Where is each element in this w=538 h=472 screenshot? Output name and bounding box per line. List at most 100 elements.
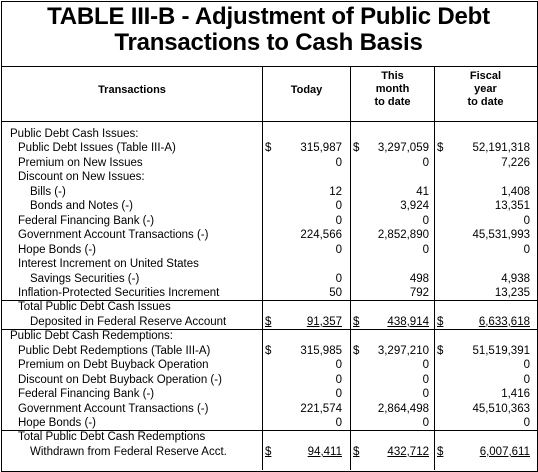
section-rule — [1, 329, 537, 331]
row-label: Interest Increment on United States — [18, 258, 199, 271]
cell-fiscal: 51,519,391 — [472, 344, 530, 357]
cell-today: 0 — [335, 200, 342, 213]
cell-today: 94,411 — [307, 445, 342, 458]
cell-fiscal: 1,408 — [501, 185, 530, 198]
header-bottom-rule — [1, 121, 537, 122]
cell-today: 315,985 — [300, 344, 342, 357]
row-label: Premium on New Issues — [18, 156, 143, 169]
cell-today: 224,566 — [300, 229, 342, 242]
cell-fiscal: 7,226 — [501, 156, 530, 169]
cell-today: 50 — [329, 286, 342, 299]
cell-today: 91,357 — [306, 315, 342, 328]
row-label: Discount on Debt Buyback Operation (-) — [18, 373, 222, 386]
dollar-sign: $ — [437, 445, 444, 458]
row-label: Bills (-) — [30, 185, 66, 198]
header-fiscal: Fiscal year to date — [467, 70, 504, 108]
cell-month: 438,914 — [387, 315, 429, 328]
cell-month: 498 — [409, 272, 429, 285]
title-line-1: TABLE III-B - Adjustment of Public Debt — [47, 3, 490, 30]
cell-today: 0 — [335, 359, 342, 372]
cell-month: 3,297,059 — [377, 142, 429, 155]
cell-today: 315,987 — [300, 142, 342, 155]
row-label: Government Account Transactions (-) — [18, 229, 209, 242]
title-line-2: Transactions to Cash Basis — [114, 29, 423, 56]
row-label: Total Public Debt Cash Redemptions — [18, 431, 206, 444]
section-rule — [1, 300, 537, 302]
cell-month: 41 — [416, 185, 429, 198]
header-today: Today — [290, 84, 323, 96]
cell-today: 0 — [335, 373, 342, 386]
row-label: Hope Bonds (-) — [18, 243, 96, 256]
dollar-sign: $ — [265, 142, 272, 155]
row-label: Discount on New Issues: — [18, 171, 145, 184]
cell-fiscal: 13,351 — [494, 200, 530, 213]
section-rule — [1, 430, 537, 432]
cell-today: 221,574 — [300, 402, 342, 415]
row-label: Public Debt Cash Issues: — [10, 128, 139, 140]
dollar-sign: $ — [437, 344, 444, 357]
cell-month: 0 — [422, 243, 429, 256]
cell-fiscal: 45,531,993 — [472, 229, 530, 242]
cell-today: 0 — [335, 156, 342, 169]
dollar-sign: $ — [265, 344, 272, 357]
cell-month: 2,852,890 — [377, 229, 429, 242]
col-divider-1 — [262, 67, 263, 470]
col-divider-2 — [350, 67, 351, 470]
col-divider-3 — [434, 67, 435, 470]
row-label: Public Debt Cash Redemptions: — [10, 330, 173, 343]
cell-fiscal: 0 — [523, 373, 530, 386]
table-title: TABLE III-B - Adjustment of Public Debt … — [0, 4, 537, 56]
dollar-sign: $ — [437, 142, 444, 155]
dollar-sign: $ — [437, 315, 444, 328]
cell-month: 0 — [422, 359, 429, 372]
cell-month: 0 — [422, 417, 429, 429]
dollar-sign: $ — [353, 315, 360, 328]
row-label: Hope Bonds (-) — [18, 417, 96, 429]
row-label: Premium on Debt Buyback Operation — [18, 359, 209, 372]
cell-fiscal: 4,938 — [501, 272, 530, 285]
header-top-rule — [1, 66, 537, 67]
row-label: Withdrawn from Federal Reserve Acct. — [30, 445, 227, 458]
row-label: Federal Financing Bank (-) — [18, 388, 155, 401]
cell-fiscal: 0 — [523, 417, 530, 429]
row-label: Deposited in Federal Reserve Account — [30, 315, 227, 328]
cell-fiscal: 0 — [523, 359, 530, 372]
cell-month: 0 — [422, 373, 429, 386]
cell-month: 3,924 — [400, 200, 429, 213]
cell-month: 0 — [422, 388, 429, 401]
cell-month: 0 — [422, 156, 429, 169]
row-label: Federal Financing Bank (-) — [18, 214, 155, 227]
cell-today: 0 — [335, 272, 342, 285]
cell-today: 0 — [335, 214, 342, 227]
cell-fiscal: 13,235 — [494, 286, 530, 299]
row-label: Bonds and Notes (-) — [30, 200, 133, 213]
cell-fiscal: 52,191,318 — [472, 142, 530, 155]
cell-month: 432,712 — [387, 445, 429, 458]
cell-month: 2,864,498 — [377, 402, 429, 415]
cell-today: 0 — [335, 417, 342, 429]
header-month: This month to date — [374, 70, 411, 108]
cell-month: 0 — [422, 214, 429, 227]
cell-fiscal: 6,007,611 — [479, 445, 530, 458]
cell-today: 0 — [335, 388, 342, 401]
row-label: Inflation-Protected Securities Increment — [18, 286, 220, 299]
dollar-sign: $ — [353, 445, 360, 458]
cell-today: 0 — [335, 243, 342, 256]
cell-month: 3,297,210 — [377, 344, 429, 357]
cell-fiscal: 45,510,363 — [472, 402, 530, 415]
row-label: Public Debt Redemptions (Table III-A) — [18, 344, 211, 357]
cell-month: 792 — [409, 286, 429, 299]
row-label: Government Account Transactions (-) — [18, 402, 209, 415]
dollar-sign: $ — [353, 142, 360, 155]
row-label: Savings Securities (-) — [30, 272, 140, 285]
cell-today: 12 — [329, 185, 342, 198]
dollar-sign: $ — [265, 445, 272, 458]
cell-fiscal: 1,416 — [501, 388, 530, 401]
row-label: Total Public Debt Cash Issues — [18, 301, 171, 314]
dollar-sign: $ — [353, 344, 360, 357]
cell-fiscal: 0 — [523, 243, 530, 256]
dollar-sign: $ — [265, 315, 272, 328]
header-transactions: Transactions — [98, 84, 166, 96]
row-label: Public Debt Issues (Table III-A) — [18, 142, 176, 155]
cell-fiscal: 6,633,618 — [478, 315, 530, 328]
